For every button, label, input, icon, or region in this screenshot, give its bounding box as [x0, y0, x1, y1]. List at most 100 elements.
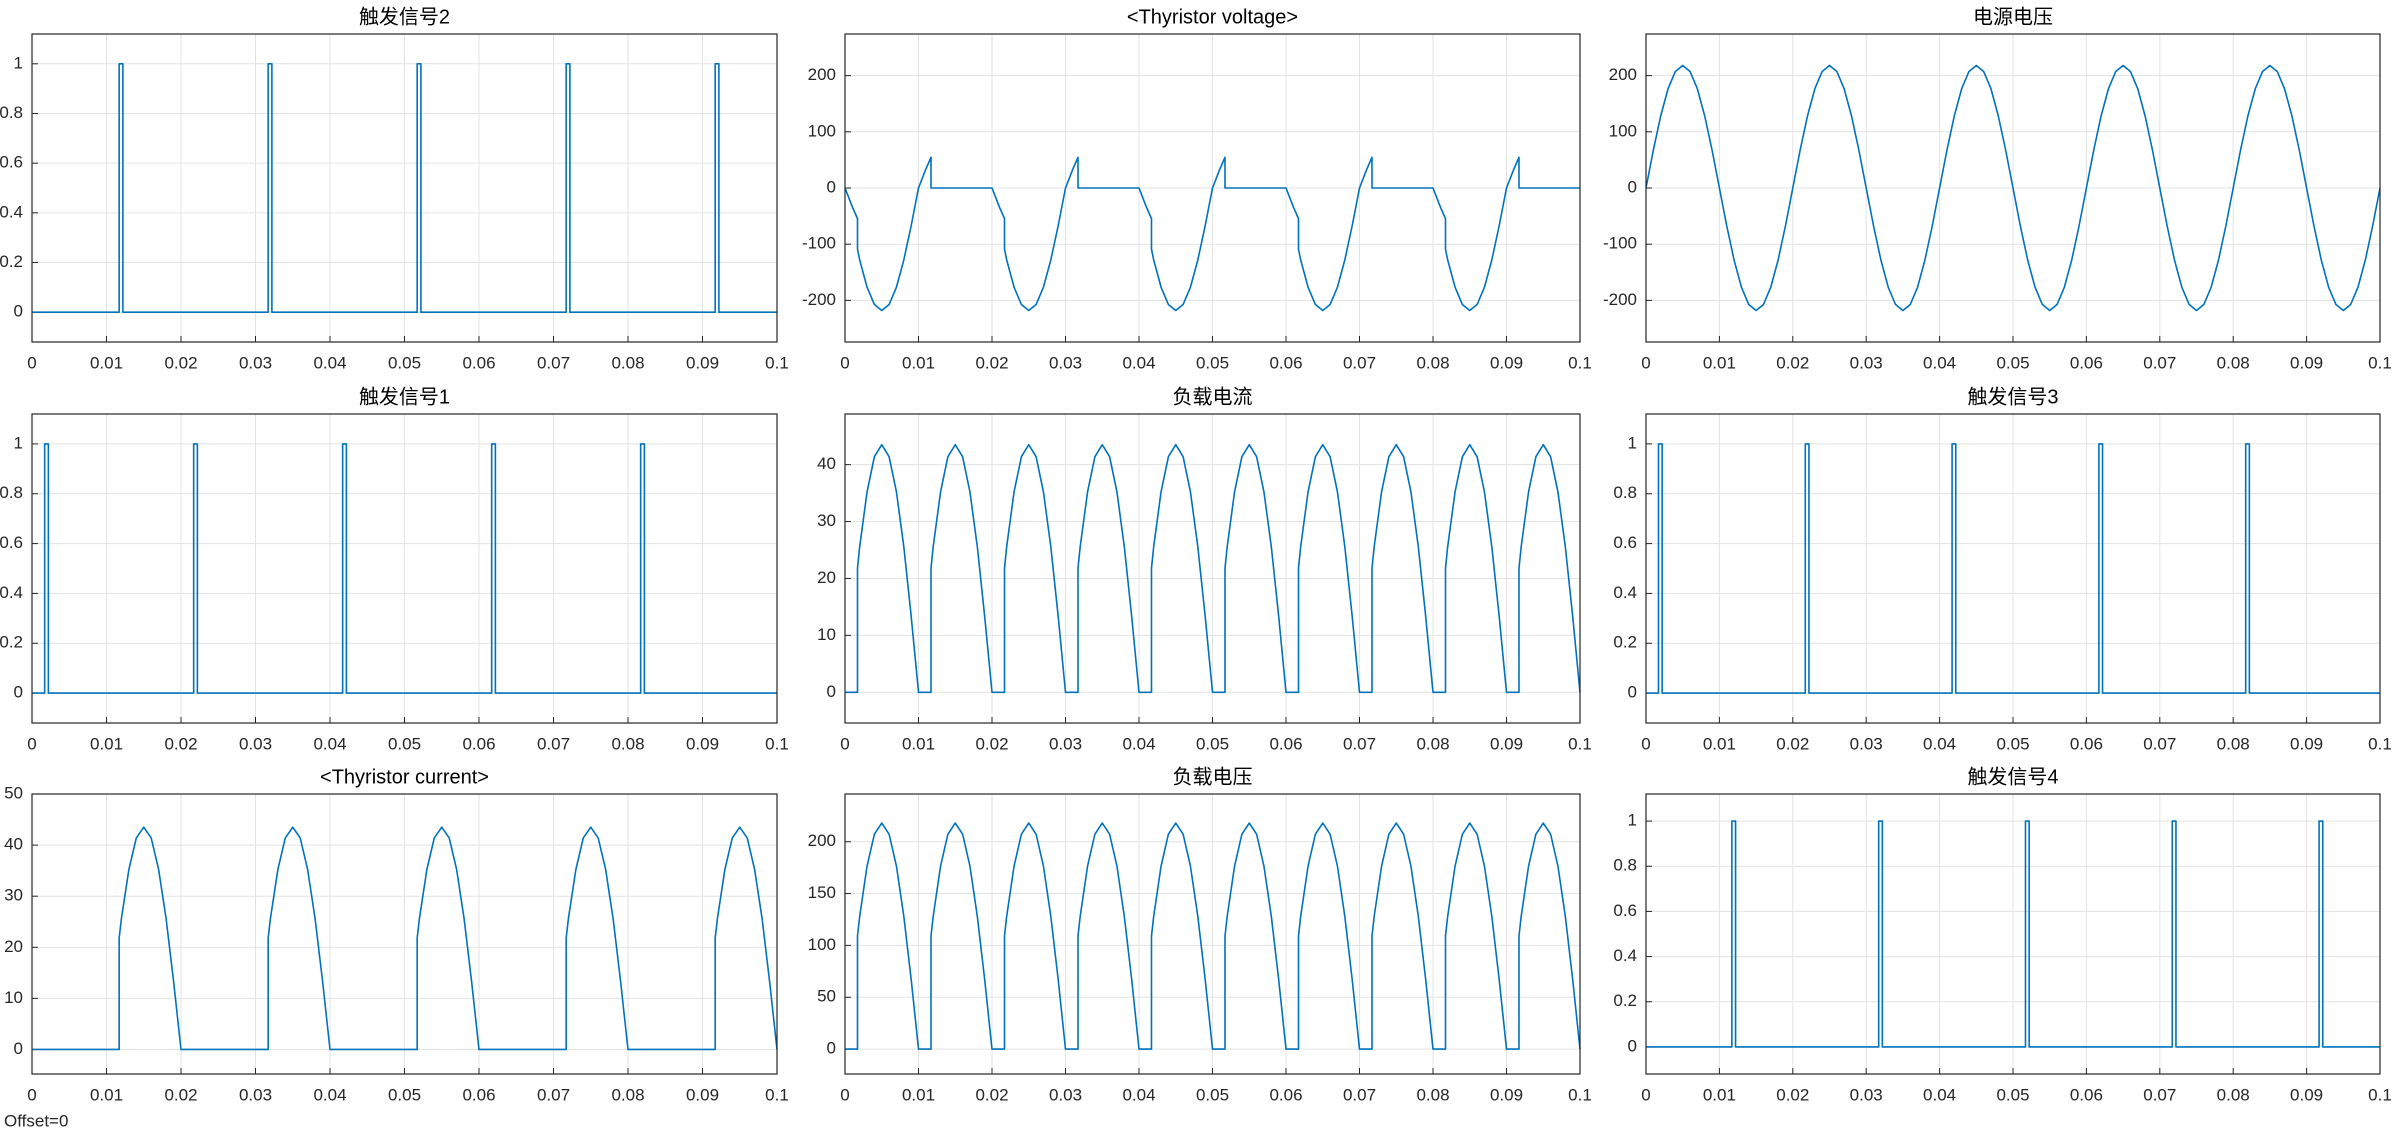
- y-tick-label: -200: [802, 290, 836, 309]
- scope-axes: 0 0.01 0.02 0.03 0.04 0.05 0.06 0.07 0.08 0.09 0.1…: [1613, 765, 2391, 1104]
- x-tick-label: 0.02: [1776, 734, 1809, 753]
- y-tick-label: 1: [14, 433, 23, 452]
- x-tick-label: 0.09: [1490, 353, 1523, 372]
- chart-title: 电源电压: [1973, 5, 2053, 28]
- x-tick-label: 0.07: [537, 1085, 570, 1104]
- y-tick-label: 0.4: [1613, 946, 1637, 965]
- scope-axes: 0 0.01 0.02 0.03 0.04 0.05 0.06 0.07 0.08 0.09 0.1…: [0, 385, 789, 753]
- x-tick-label: 0.09: [2290, 734, 2323, 753]
- y-tick-label: -200: [1603, 290, 1637, 309]
- x-tick-label: 0.02: [164, 1085, 197, 1104]
- scope-axes: 0 0.01 0.02 0.03 0.04 0.05 0.06 0.07 0.08 0.09 0.1…: [817, 385, 1592, 753]
- x-tick-label: 0: [840, 1085, 849, 1104]
- x-tick-label: 0.08: [611, 734, 644, 753]
- signal-line: [845, 822, 1581, 1050]
- y-tick-label: 150: [808, 883, 836, 902]
- x-tick-label: 0.04: [1923, 1085, 1956, 1104]
- x-tick-label: 0.06: [1269, 1085, 1302, 1104]
- chart-title: 负载电压: [1173, 765, 1253, 788]
- x-tick-label: 0.03: [239, 734, 272, 753]
- y-tick-label: 0.8: [1613, 483, 1637, 502]
- y-tick-label: 0.8: [1613, 856, 1637, 875]
- axes-box: [844, 33, 1581, 343]
- x-tick-label: 0.06: [1269, 734, 1302, 753]
- y-tick-label: 0.4: [1613, 583, 1637, 602]
- x-tick-label: 0.07: [2143, 353, 2176, 372]
- x-tick-label: 0.04: [313, 734, 346, 753]
- x-tick-label: 0.03: [1850, 353, 1883, 372]
- y-tick-label: 100: [1609, 121, 1637, 140]
- x-tick-label: 0.1: [765, 353, 789, 372]
- x-tick-label: 0.05: [388, 353, 421, 372]
- y-tick-label: 20: [817, 568, 836, 587]
- y-tick-label: 50: [4, 783, 23, 802]
- signal-line: [1646, 443, 2380, 694]
- x-tick-label: 0.02: [164, 734, 197, 753]
- chart-title: <Thyristor voltage>: [1127, 6, 1298, 28]
- y-tick-label: 0: [827, 682, 836, 701]
- y-tick-label: 0.6: [0, 153, 23, 172]
- x-tick-label: 0.08: [2217, 734, 2250, 753]
- x-tick-label: 0.01: [902, 734, 935, 753]
- x-tick-label: 0.07: [1343, 1085, 1376, 1104]
- y-tick-label: 0.6: [0, 533, 23, 552]
- offset-label: Offset=0: [4, 1111, 68, 1130]
- y-tick-label: 10: [817, 625, 836, 644]
- scope-axes: 0 0.01 0.02 0.03 0.04 0.05 0.06 0.07 0.08 0.09 0.1…: [1613, 385, 2391, 753]
- x-tick-label: 0.08: [1416, 734, 1449, 753]
- x-tick-label: 0.09: [2290, 1085, 2323, 1104]
- chart-title: <Thyristor current>: [320, 766, 489, 788]
- chart-title: 触发信号3: [1967, 385, 2058, 408]
- scope-axes: 0 0.01 0.02 0.03 0.04 0.05 0.06 0.07 0.08 0.09 0.1…: [808, 765, 1592, 1104]
- x-tick-label: 0.05: [388, 1085, 421, 1104]
- signal-line: [32, 443, 777, 694]
- y-tick-label: 0.6: [1613, 533, 1637, 552]
- scope-axes: 0 0.01 0.02 0.03 0.04 0.05 0.06 0.07 0.08 0.09 0.1…: [802, 6, 1592, 372]
- x-tick-label: 0: [27, 734, 36, 753]
- x-tick-label: 0.06: [2070, 734, 2103, 753]
- y-tick-label: 1: [1628, 433, 1637, 452]
- signal-line: [844, 156, 1580, 312]
- axes-box: [844, 413, 1581, 724]
- x-tick-label: 0.04: [1122, 734, 1155, 753]
- y-tick-label: 200: [1609, 65, 1637, 84]
- x-tick-label: 0.06: [2070, 353, 2103, 372]
- y-tick-label: 40: [817, 454, 836, 473]
- x-tick-label: 0.05: [1196, 1085, 1229, 1104]
- x-tick-label: 0.07: [2143, 1085, 2176, 1104]
- x-tick-label: 0.07: [537, 353, 570, 372]
- y-tick-label: 0: [14, 1039, 23, 1058]
- x-tick-label: 0.01: [902, 1085, 935, 1104]
- x-tick-label: 0.08: [2217, 1085, 2250, 1104]
- y-tick-label: 0.4: [0, 583, 23, 602]
- x-tick-label: 0.04: [313, 353, 346, 372]
- y-tick-label: 50: [817, 987, 836, 1006]
- x-tick-label: 0.03: [1850, 734, 1883, 753]
- x-tick-label: 0.02: [164, 353, 197, 372]
- chart-title: 负载电流: [1173, 385, 1253, 408]
- scope-axes: 0 0.01 0.02 0.03 0.04 0.05 0.06 0.07 0.08 0.09 0.1…: [4, 766, 789, 1104]
- x-tick-label: 0.04: [1122, 1085, 1155, 1104]
- x-tick-label: 0.03: [239, 1085, 272, 1104]
- x-tick-label: 0.02: [975, 1085, 1008, 1104]
- x-tick-label: 0.07: [1343, 734, 1376, 753]
- x-tick-label: 0.1: [2368, 353, 2392, 372]
- x-tick-label: 0.02: [1776, 1085, 1809, 1104]
- x-tick-label: 0.09: [686, 353, 719, 372]
- x-tick-label: 0: [1641, 353, 1650, 372]
- x-tick-label: 0.01: [902, 353, 935, 372]
- x-tick-label: 0.1: [2368, 1085, 2392, 1104]
- chart-title: 触发信号2: [359, 5, 450, 28]
- x-tick-label: 0.1: [765, 1085, 789, 1104]
- x-tick-label: 0: [1641, 734, 1650, 753]
- x-tick-label: 0.09: [1490, 1085, 1523, 1104]
- y-tick-label: 0: [14, 302, 23, 321]
- x-tick-label: 0.06: [1269, 353, 1302, 372]
- y-tick-label: 200: [808, 831, 836, 850]
- x-tick-label: 0.08: [1416, 353, 1449, 372]
- x-tick-label: 0.03: [1049, 353, 1082, 372]
- x-tick-label: 0: [27, 353, 36, 372]
- x-tick-label: 0.06: [2070, 1085, 2103, 1104]
